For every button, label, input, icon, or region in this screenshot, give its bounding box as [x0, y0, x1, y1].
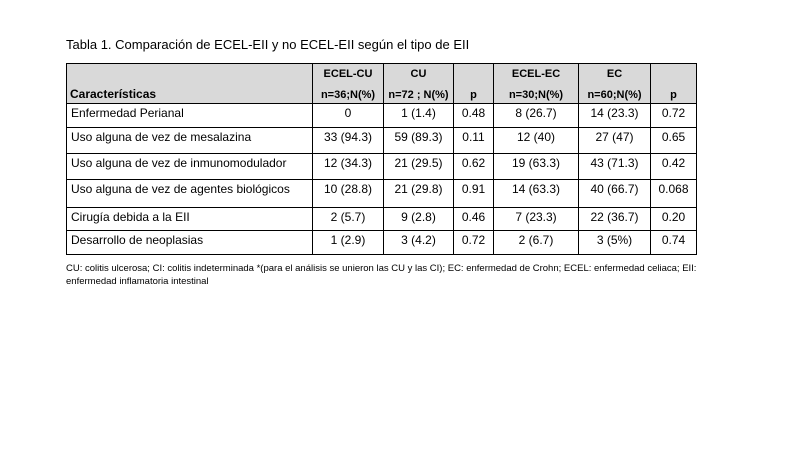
header-group-sub: p: [670, 89, 677, 101]
table-cell: 0.20: [650, 207, 697, 231]
table-cell: 7 (23.3): [493, 207, 579, 231]
table-cell: 0.74: [650, 230, 697, 255]
comparison-table: Características ECEL-CU n=36;N(%) CU n=7…: [66, 63, 697, 255]
header-group-name: EC: [606, 68, 623, 80]
header-group-sub: n=72 ; N(%): [388, 89, 449, 101]
row-label: Desarrollo de neoplasias: [66, 230, 313, 255]
table-row: Cirugía debida a la EII 2 (5.7) 9 (2.8) …: [66, 207, 697, 231]
table-cell: 10 (28.8): [312, 179, 384, 208]
table-title: Tabla 1. Comparación de ECEL-EII y no EC…: [66, 37, 470, 52]
table-cell: 14 (63.3): [493, 179, 579, 208]
table-cell: 27 (47): [578, 127, 651, 154]
table-cell: 40 (66.7): [578, 179, 651, 208]
table-row: Uso alguna de vez de agentes biológicos …: [66, 179, 697, 208]
table-cell: 3 (4.2): [383, 230, 454, 255]
row-label: Uso alguna de vez de agentes biológicos: [66, 179, 313, 208]
footnote-line-1: CU: colitis ulcerosa; CI: colitis indete…: [66, 263, 697, 274]
header-group-name: [654, 68, 693, 80]
header-row: Características ECEL-CU n=36;N(%) CU n=7…: [66, 63, 697, 104]
header-group-sub: n=30;N(%): [508, 89, 564, 101]
table-cell: 8 (26.7): [493, 103, 579, 128]
header-group-name: ECEL-CU: [323, 68, 373, 80]
table-cell: 0: [312, 103, 384, 128]
table-cell: 43 (71.3): [578, 153, 651, 180]
table-cell: 2 (5.7): [312, 207, 384, 231]
table-cell: 9 (2.8): [383, 207, 454, 231]
table-cell: 22 (36.7): [578, 207, 651, 231]
table-cell: 0.46: [453, 207, 494, 231]
table-cell: 0.91: [453, 179, 494, 208]
table-cell: 0.11: [453, 127, 494, 154]
table-cell: 12 (34.3): [312, 153, 384, 180]
header-cu: CU n=72 ; N(%): [383, 63, 454, 104]
table-cell: 21 (29.5): [383, 153, 454, 180]
table-cell: 59 (89.3): [383, 127, 454, 154]
table-cell: 14 (23.3): [578, 103, 651, 128]
row-label: Cirugía debida a la EII: [66, 207, 313, 231]
table-row: Uso alguna de vez de mesalazina 33 (94.3…: [66, 127, 697, 154]
table-row: Uso alguna de vez de inmunomodulador 12 …: [66, 153, 697, 180]
header-group-sub: n=36;N(%): [320, 89, 376, 101]
table-cell: 33 (94.3): [312, 127, 384, 154]
table-cell: 12 (40): [493, 127, 579, 154]
table-cell: 0.42: [650, 153, 697, 180]
footnote-line-2: enfermedad inflamatoria intestinal: [66, 276, 209, 287]
row-label: Uso alguna de vez de mesalazina: [66, 127, 313, 154]
header-group-sub: p: [470, 89, 477, 101]
header-ec: EC n=60;N(%): [578, 63, 651, 104]
header-ecel-cu: ECEL-CU n=36;N(%): [312, 63, 384, 104]
header-group-sub: n=60;N(%): [587, 89, 642, 101]
header-caracteristicas: Características: [66, 63, 313, 104]
row-label: Enfermedad Perianal: [66, 103, 313, 128]
table-footnote: CU: colitis ulcerosa; CI: colitis indete…: [66, 262, 698, 288]
header-group-name: ECEL-EC: [511, 68, 561, 80]
table-cell: 2 (6.7): [493, 230, 579, 255]
header-row-label: Características: [70, 87, 157, 101]
table-cell: 1 (1.4): [383, 103, 454, 128]
header-p2: p: [650, 63, 697, 104]
table-cell: 3 (5%): [578, 230, 651, 255]
table-row: Desarrollo de neoplasias 1 (2.9) 3 (4.2)…: [66, 230, 697, 255]
table-cell: 0.068: [650, 179, 697, 208]
table-cell: 0.62: [453, 153, 494, 180]
table-cell: 0.72: [650, 103, 697, 128]
header-group-name: CU: [410, 68, 427, 80]
table-cell: 0.72: [453, 230, 494, 255]
table-cell: 1 (2.9): [312, 230, 384, 255]
header-spacer: [70, 68, 309, 80]
header-p1: p: [453, 63, 494, 104]
header-group-name: [457, 68, 490, 80]
table-cell: 0.48: [453, 103, 494, 128]
header-ecel-ec: ECEL-EC n=30;N(%): [493, 63, 579, 104]
table-cell: 19 (63.3): [493, 153, 579, 180]
table-cell: 0.65: [650, 127, 697, 154]
table-cell: 21 (29.8): [383, 179, 454, 208]
table-row: Enfermedad Perianal 0 1 (1.4) 0.48 8 (26…: [66, 103, 697, 128]
row-label: Uso alguna de vez de inmunomodulador: [66, 153, 313, 180]
